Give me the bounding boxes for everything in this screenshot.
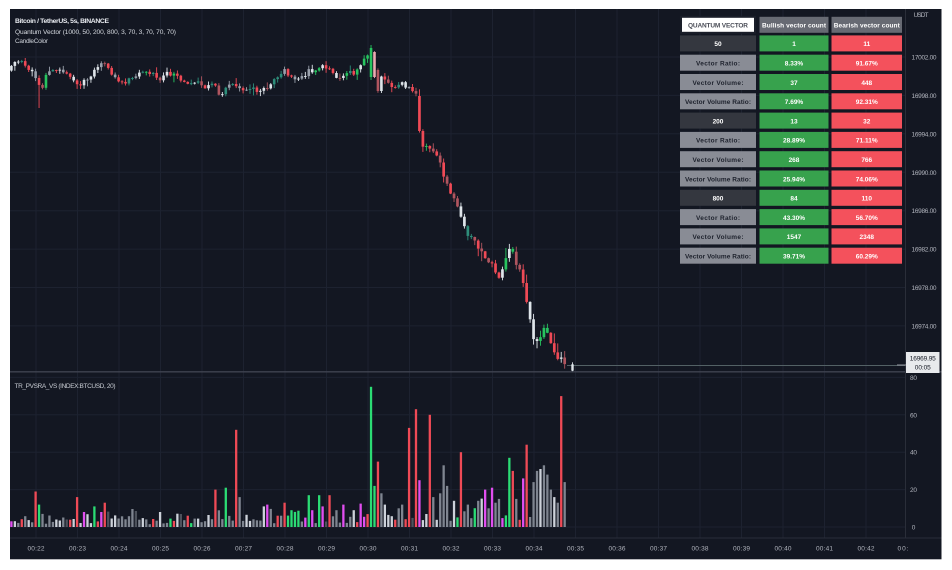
svg-text:17002.00: 17002.00 — [912, 55, 937, 62]
svg-text:Vector Ratio:: Vector Ratio: — [696, 61, 740, 68]
svg-text:00:41: 00:41 — [816, 546, 833, 553]
svg-text:7.69%: 7.69% — [785, 99, 804, 106]
svg-text:80: 80 — [910, 375, 917, 382]
svg-text:00:36: 00:36 — [609, 546, 626, 553]
svg-text:16974.00: 16974.00 — [912, 323, 937, 330]
svg-text:71.11%: 71.11% — [856, 138, 878, 145]
svg-text:Vector Volume Ratio:: Vector Volume Ratio: — [685, 176, 751, 183]
svg-text:00:24: 00:24 — [111, 546, 128, 553]
svg-text:39.71%: 39.71% — [783, 254, 805, 261]
svg-text:00:34: 00:34 — [526, 546, 543, 553]
svg-text:25.94%: 25.94% — [783, 176, 805, 183]
svg-text:00:05: 00:05 — [915, 365, 931, 372]
svg-text:Vector Volume:: Vector Volume: — [693, 157, 744, 164]
svg-text:37: 37 — [790, 80, 798, 87]
svg-text:Bitcoin / TetherUS, 5s, BINANC: Bitcoin / TetherUS, 5s, BINANCE — [15, 18, 109, 25]
svg-text:00:35: 00:35 — [567, 546, 584, 553]
svg-text:16982.00: 16982.00 — [912, 247, 937, 254]
svg-text:91.67%: 91.67% — [856, 61, 878, 68]
svg-text:200: 200 — [713, 118, 724, 125]
svg-text:Vector Volume:: Vector Volume: — [693, 80, 744, 87]
svg-text:1: 1 — [792, 41, 796, 48]
svg-text:11: 11 — [863, 41, 870, 48]
svg-text:60: 60 — [910, 412, 917, 419]
svg-text:00:37: 00:37 — [650, 546, 667, 553]
svg-text:00:30: 00:30 — [360, 546, 377, 553]
svg-text:800: 800 — [713, 196, 724, 203]
svg-text:84: 84 — [790, 196, 798, 203]
svg-text:00:40: 00:40 — [775, 546, 792, 553]
svg-text:00:25: 00:25 — [152, 546, 169, 553]
svg-text:Vector Ratio:: Vector Ratio: — [696, 215, 740, 222]
svg-text:16986.00: 16986.00 — [912, 208, 937, 215]
svg-text:13: 13 — [790, 118, 798, 125]
svg-text:00:26: 00:26 — [194, 546, 211, 553]
svg-text:16978.00: 16978.00 — [912, 285, 937, 292]
svg-text:00:42: 00:42 — [858, 546, 875, 553]
svg-text:00:39: 00:39 — [733, 546, 750, 553]
svg-text:Vector Volume:: Vector Volume: — [693, 234, 744, 241]
svg-text:00:38: 00:38 — [692, 546, 709, 553]
svg-text:74.06%: 74.06% — [856, 176, 878, 183]
svg-text:16990.00: 16990.00 — [912, 170, 937, 177]
svg-text:16998.00: 16998.00 — [912, 93, 937, 100]
svg-text:16994.00: 16994.00 — [912, 131, 937, 138]
svg-text:0: 0 — [912, 525, 916, 532]
svg-text:50: 50 — [714, 41, 722, 48]
svg-text:00:31: 00:31 — [401, 546, 418, 553]
svg-text:00:: 00: — [898, 546, 909, 553]
svg-text:110: 110 — [862, 196, 873, 203]
svg-text:Vector Volume Ratio:: Vector Volume Ratio: — [685, 254, 751, 261]
svg-text:1547: 1547 — [787, 234, 802, 241]
svg-text:40: 40 — [910, 450, 917, 457]
svg-text:20: 20 — [910, 487, 917, 494]
svg-text:Quantum Vector (1000, 50, 200,: Quantum Vector (1000, 50, 200, 800, 3, 7… — [15, 29, 176, 36]
svg-text:00:29: 00:29 — [318, 546, 335, 553]
svg-text:Vector Ratio:: Vector Ratio: — [696, 138, 740, 145]
svg-text:USDT: USDT — [914, 12, 929, 19]
svg-text:32: 32 — [863, 118, 871, 125]
svg-text:2348: 2348 — [860, 234, 875, 241]
svg-text:Bearish vector count: Bearish vector count — [834, 23, 901, 30]
svg-text:43.30%: 43.30% — [783, 215, 805, 222]
svg-text:CandleColor: CandleColor — [15, 38, 49, 45]
svg-text:00:23: 00:23 — [69, 546, 86, 553]
svg-text:Vector Volume Ratio:: Vector Volume Ratio: — [685, 99, 751, 106]
svg-text:60.29%: 60.29% — [856, 254, 878, 261]
svg-text:00:33: 00:33 — [484, 546, 501, 553]
svg-text:00:22: 00:22 — [28, 546, 45, 553]
svg-text:56.70%: 56.70% — [856, 215, 878, 222]
svg-text:00:27: 00:27 — [235, 546, 252, 553]
svg-text:TR_PVSRA_VS (INDEX:BTCUSD, 20): TR_PVSRA_VS (INDEX:BTCUSD, 20) — [15, 383, 116, 390]
svg-text:QUANTUM VECTOR: QUANTUM VECTOR — [688, 23, 748, 30]
svg-text:8.33%: 8.33% — [785, 61, 804, 68]
svg-text:92.31%: 92.31% — [856, 99, 878, 106]
svg-text:28.89%: 28.89% — [783, 138, 805, 145]
svg-text:Bullish vector count: Bullish vector count — [762, 23, 827, 30]
svg-text:16969.95: 16969.95 — [910, 356, 936, 363]
svg-text:766: 766 — [861, 157, 872, 164]
svg-text:268: 268 — [789, 157, 800, 164]
svg-text:448: 448 — [861, 80, 872, 87]
svg-text:00:32: 00:32 — [443, 546, 460, 553]
svg-text:00:28: 00:28 — [277, 546, 294, 553]
